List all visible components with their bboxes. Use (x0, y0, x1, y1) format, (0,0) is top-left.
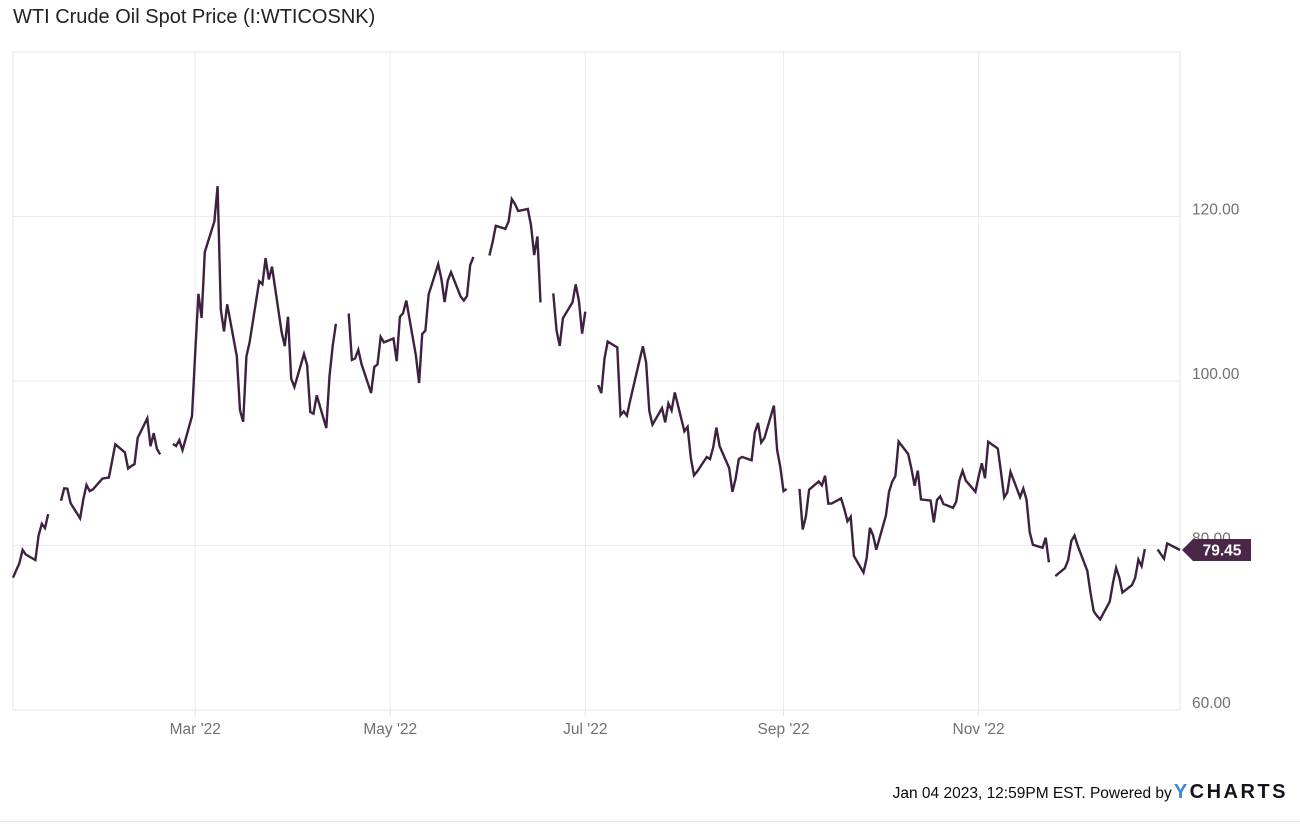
price-line[interactable] (11, 185, 1181, 622)
y-axis-label: 120.00 (1192, 202, 1240, 219)
ycharts-logo-y: Y (1173, 781, 1190, 803)
y-axis-label: 60.00 (1192, 695, 1231, 712)
footer-timestamp: Jan 04 2023, 12:59PM EST. (892, 785, 1090, 802)
last-price-badge-label: 79.45 (1203, 543, 1242, 560)
x-axis-label: May '22 (363, 721, 417, 738)
footer-powered-by: Powered by (1089, 785, 1172, 802)
ycharts-logo-charts: CHARTS (1189, 781, 1288, 803)
last-price-badge (1182, 539, 1251, 562)
chart-title: WTI Crude Oil Spot Price (I:WTICOSNK) (13, 6, 376, 28)
bottom-divider (0, 821, 1300, 822)
ycharts-logo[interactable]: YCHARTS (1174, 781, 1288, 804)
chart-footer: Jan 04 2023, 12:59PM EST. Powered by YCHA… (893, 781, 1288, 804)
y-axis-label: 100.00 (1192, 366, 1240, 383)
x-axis-label: Nov '22 (953, 721, 1005, 738)
x-axis-label: Jul '22 (563, 721, 607, 738)
x-axis-label: Mar '22 (170, 721, 221, 738)
x-axis-label: Sep '22 (757, 721, 809, 738)
